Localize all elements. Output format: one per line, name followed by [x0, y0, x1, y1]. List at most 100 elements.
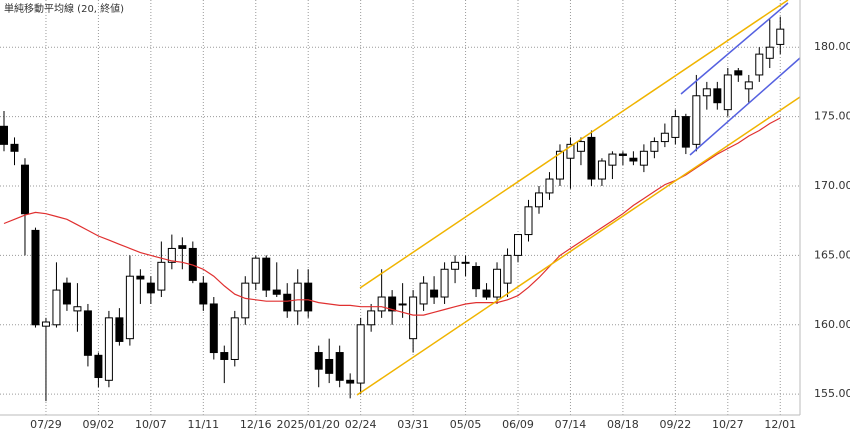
x-tick-label: 05/05: [450, 418, 482, 431]
candle-body: [104, 317, 113, 381]
candle-body: [83, 310, 92, 356]
candle-body: [136, 275, 145, 280]
x-tick-label: 07/29: [30, 418, 62, 431]
candle-body: [534, 192, 543, 208]
trend-line: [680, 2, 789, 95]
x-tick-label: 12/01: [764, 418, 796, 431]
y-tick-label: 165.000: [814, 248, 850, 261]
candle-body: [94, 354, 103, 379]
trend-line: [689, 57, 801, 156]
candle-body: [451, 261, 460, 270]
x-tick-label: 09/02: [83, 418, 115, 431]
candle-body: [734, 70, 743, 76]
y-tick-label: 160.000: [814, 318, 850, 331]
candle-body: [41, 321, 50, 327]
candle-body: [555, 150, 564, 180]
candle-body: [367, 310, 376, 326]
candle-body: [713, 88, 722, 104]
candle-body: [566, 143, 575, 159]
trend-lines: [356, 0, 801, 396]
candle-body: [209, 303, 218, 354]
candle-body: [618, 153, 627, 156]
candle-body: [314, 352, 323, 370]
candle-body: [272, 289, 281, 295]
candle-body: [398, 303, 407, 306]
candle-body: [251, 257, 260, 284]
candle-body: [115, 317, 124, 342]
candle-body: [20, 164, 29, 215]
candle-body: [608, 153, 617, 166]
x-tick-label: 11/11: [187, 418, 219, 431]
candle-body: [220, 352, 229, 360]
candle-body: [681, 116, 690, 148]
grid: [0, 0, 800, 415]
candle-body: [10, 143, 19, 152]
candle-body: [776, 28, 785, 45]
candle-body: [419, 282, 428, 305]
y-tick-label: 155.000: [814, 387, 850, 400]
candle-body: [660, 132, 669, 143]
candle-body: [241, 282, 250, 319]
candle-body: [514, 234, 523, 256]
x-tick-label: 12/16: [240, 418, 272, 431]
candle-body: [765, 46, 774, 59]
y-tick-label: 170.000: [814, 179, 850, 192]
candle-body: [157, 261, 166, 291]
candle-body: [587, 136, 596, 180]
candle-body: [755, 53, 764, 76]
candle-body: [639, 150, 648, 166]
candle-body: [62, 282, 71, 305]
candle-body: [702, 88, 711, 97]
candle-body: [524, 206, 533, 236]
candle-body: [325, 358, 334, 374]
candle-body: [440, 268, 449, 298]
marks: [0, 16, 785, 402]
candle-body: [125, 275, 134, 340]
x-tick-label: 2025/01/20: [277, 418, 340, 431]
candle-body: [230, 317, 239, 360]
candle-body: [409, 296, 418, 340]
candle-body: [304, 282, 313, 312]
candle-body: [692, 95, 701, 145]
moving-average-line: [3, 117, 781, 316]
x-tick-label: 02/24: [345, 418, 377, 431]
trend-line: [356, 96, 801, 396]
candle-body: [335, 352, 344, 381]
candle-body: [482, 289, 491, 298]
candle-body: [262, 257, 271, 291]
candle-body: [650, 141, 659, 152]
x-tick-label: 10/07: [135, 418, 167, 431]
y-tick-label: 180.000: [814, 40, 850, 53]
candle-body: [167, 247, 176, 263]
candle-body: [388, 296, 397, 312]
candle-body: [671, 116, 680, 138]
x-tick-label: 08/18: [607, 418, 639, 431]
candle-body: [31, 229, 40, 326]
candle-body: [461, 261, 470, 264]
candle-body: [199, 282, 208, 305]
candle-body: [178, 245, 187, 249]
candle-body: [629, 157, 638, 162]
candle-body: [493, 268, 502, 298]
candle-body: [503, 254, 512, 284]
candle-body: [723, 74, 732, 111]
x-tick-label: 03/31: [397, 418, 429, 431]
candle-body: [0, 125, 8, 145]
x-tick-label: 07/14: [555, 418, 587, 431]
candle-body: [356, 324, 365, 384]
candle-body: [293, 282, 302, 312]
y-tick-label: 175.000: [814, 110, 850, 123]
x-tick-label: 10/27: [712, 418, 744, 431]
candle-body: [377, 296, 386, 312]
candle-body: [576, 141, 585, 152]
candle-body: [744, 81, 753, 90]
trend-line: [359, 0, 789, 289]
legend-entry: 単純移動平均線 (20, 終値): [4, 2, 124, 15]
candle-body: [597, 160, 606, 180]
candle-body: [430, 289, 439, 298]
candle-body: [73, 306, 82, 312]
candle-body: [52, 289, 61, 326]
candle-body: [346, 379, 355, 384]
